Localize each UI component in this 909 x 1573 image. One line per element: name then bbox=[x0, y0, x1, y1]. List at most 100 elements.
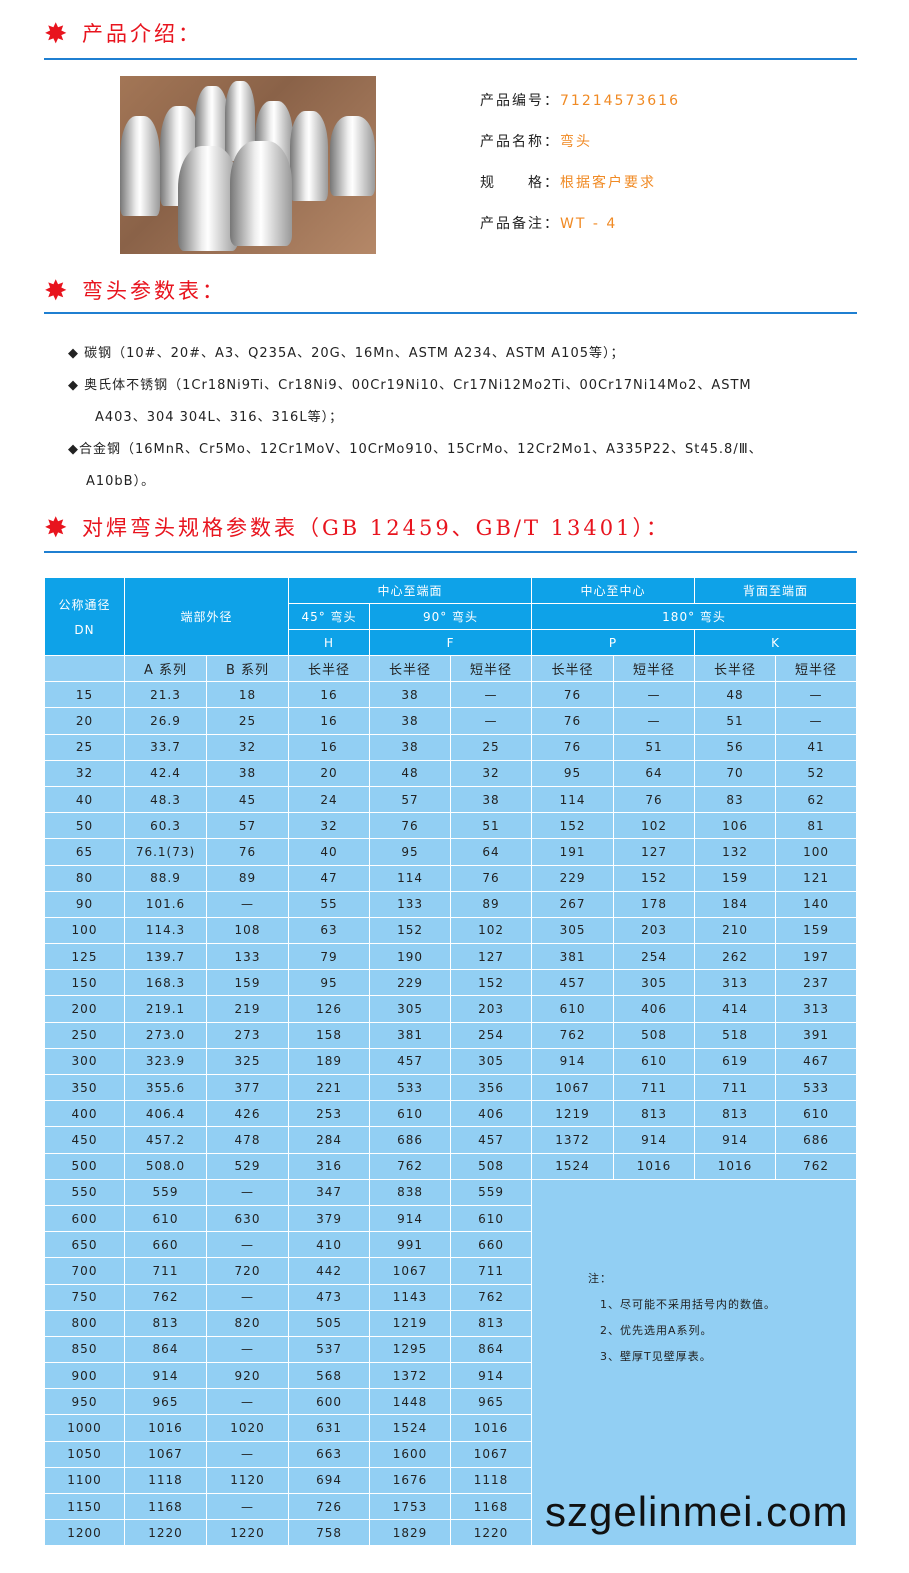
table-cell: 762 bbox=[450, 1283, 533, 1311]
table-cell: 559 bbox=[450, 1178, 533, 1206]
table-cell: 813 bbox=[613, 1100, 696, 1128]
table-row: 950 965—600 1448 965 bbox=[44, 1388, 857, 1416]
table-cell: 518 bbox=[694, 1021, 777, 1049]
table-cell: 70 bbox=[694, 759, 777, 787]
table-cell: 500 bbox=[44, 1152, 125, 1180]
note-line: 注： bbox=[588, 1271, 613, 1285]
table-cell: 800 bbox=[44, 1309, 125, 1337]
section-params: ✸ 弯头参数表： bbox=[44, 277, 857, 314]
subheader-cell: 长半径 bbox=[288, 654, 371, 683]
table-cell: 60.3 bbox=[124, 812, 207, 840]
table-cell: 190 bbox=[369, 943, 452, 971]
table-cell: 1524 bbox=[369, 1414, 452, 1442]
header-180: 180° 弯头 bbox=[531, 603, 858, 630]
table-cell: 32 bbox=[288, 812, 371, 840]
table-row: 25 33.7 32 16 38 25 76 51 56 41 bbox=[44, 733, 858, 761]
table-cell: 64 bbox=[450, 838, 533, 866]
table-row: 850 864—537 1295 864 bbox=[44, 1335, 857, 1364]
table-cell: 1120 bbox=[205, 1466, 290, 1495]
table-row: 750 762—473 1143 762 bbox=[44, 1283, 857, 1311]
table-cell: 650 bbox=[44, 1231, 125, 1259]
header-F: F bbox=[369, 629, 533, 656]
note-line: 1、尽可能不采用括号内的数值。 bbox=[600, 1297, 777, 1311]
table-cell: 720 bbox=[205, 1257, 290, 1285]
table-cell: 267 bbox=[531, 890, 615, 918]
table-cell: 102 bbox=[613, 812, 696, 840]
table-cell: 529 bbox=[205, 1152, 290, 1180]
table-cell: 965 bbox=[124, 1388, 207, 1416]
table-cell: 16 bbox=[288, 707, 371, 735]
table-cell: 600 bbox=[288, 1388, 371, 1416]
header-K: K bbox=[694, 629, 858, 656]
table-row: 250 273.0 273 158 381 254 762 508 518 391 bbox=[44, 1021, 858, 1049]
table-cell: 610 bbox=[531, 995, 615, 1023]
table-cell: 125 bbox=[44, 943, 125, 971]
table-cell: 838 bbox=[369, 1178, 452, 1206]
table-cell: 38 bbox=[450, 785, 533, 814]
table-cell: 305 bbox=[369, 995, 452, 1023]
table-cell: 467 bbox=[775, 1047, 858, 1076]
watermark: szgelinmei.com bbox=[545, 1488, 849, 1535]
table-cell: 813 bbox=[124, 1309, 207, 1337]
table-cell: 1150 bbox=[44, 1492, 125, 1521]
table-cell: — bbox=[205, 1388, 290, 1416]
table-cell: 1448 bbox=[369, 1388, 452, 1416]
table-cell: 90 bbox=[44, 890, 125, 918]
table-cell: 630 bbox=[205, 1204, 290, 1233]
table-notes: 注： 1、尽可能不采用括号内的数值。 2、优先选用A系列。 3、壁厚T见壁厚表。 bbox=[531, 1178, 858, 1547]
table-cell: 100 bbox=[775, 838, 858, 866]
table-cell: 76 bbox=[369, 812, 452, 840]
table-cell: 381 bbox=[369, 1021, 452, 1049]
table-row: 32 42.4 38 20 48 32 95 64 70 52 bbox=[44, 759, 858, 787]
product-code: 产品编号：71214573616 bbox=[480, 93, 680, 109]
table-cell: 80 bbox=[44, 864, 125, 892]
table-row: 125 139.7 133 79 190 127 381 254 262 197 bbox=[44, 943, 858, 971]
table-cell: 1016 bbox=[613, 1152, 696, 1180]
table-cell: 210 bbox=[694, 916, 777, 945]
table-cell: 711 bbox=[694, 1073, 777, 1102]
table-cell: 568 bbox=[288, 1362, 371, 1390]
header-P: P bbox=[531, 629, 696, 656]
header-dn: 公称通径 DN bbox=[44, 577, 125, 656]
table-cell: 1067 bbox=[124, 1440, 207, 1468]
table-row: 900 914 920 568 1372 914 bbox=[44, 1362, 857, 1390]
table-cell: 189 bbox=[288, 1047, 371, 1076]
star-icon: ✸ bbox=[44, 274, 68, 307]
table-cell: 1067 bbox=[450, 1440, 533, 1468]
table-cell: 18 bbox=[205, 681, 290, 709]
table-row: 650 660—410 991 660 bbox=[44, 1231, 857, 1259]
table-cell: 406.4 bbox=[124, 1100, 207, 1128]
table-cell: 313 bbox=[775, 995, 858, 1023]
table-cell: 76 bbox=[531, 707, 615, 735]
table-cell: 121 bbox=[775, 864, 858, 892]
table-row: 550 559—347 838 559 注： 1、尽可能不采用括号内的数值。 2、优先选用A… bbox=[44, 1178, 858, 1547]
table-cell: 1020 bbox=[205, 1414, 290, 1442]
table-cell: 139.7 bbox=[124, 943, 207, 971]
table-cell: 48.3 bbox=[124, 785, 207, 814]
table-cell: 200 bbox=[44, 995, 125, 1023]
subheader-cell: B 系列 bbox=[205, 654, 290, 683]
table-cell: 391 bbox=[775, 1021, 858, 1049]
table-cell: 102 bbox=[450, 916, 533, 945]
table-cell: 229 bbox=[531, 864, 615, 892]
table-cell: 254 bbox=[613, 943, 696, 971]
table-cell: 377 bbox=[205, 1073, 290, 1102]
table-cell: 106 bbox=[694, 812, 777, 840]
table-cell: 1067 bbox=[369, 1257, 452, 1285]
table-cell: 300 bbox=[44, 1047, 125, 1076]
table-cell: 41 bbox=[775, 733, 858, 761]
table-cell: 356 bbox=[450, 1073, 533, 1102]
table-cell: 24 bbox=[288, 785, 371, 814]
table-cell: 114 bbox=[531, 785, 615, 814]
material-item: ◆合金钢（16MnR、Cr5Mo、12Cr1MoV、10CrMo910、15Cr… bbox=[68, 442, 763, 457]
table-cell: 203 bbox=[450, 995, 533, 1023]
table-cell: 152 bbox=[531, 812, 615, 840]
table-cell: 610 bbox=[124, 1204, 207, 1233]
section-title: 产品介绍： bbox=[82, 22, 202, 46]
table-cell: 850 bbox=[44, 1335, 125, 1364]
table-cell: 762 bbox=[531, 1021, 615, 1049]
table-row: 300 323.9 325 189 457 305 914 610 619 467 bbox=[44, 1047, 858, 1076]
table-cell: 1600 bbox=[369, 1440, 452, 1468]
table-cell: 900 bbox=[44, 1362, 125, 1390]
table-cell: 813 bbox=[450, 1309, 533, 1337]
